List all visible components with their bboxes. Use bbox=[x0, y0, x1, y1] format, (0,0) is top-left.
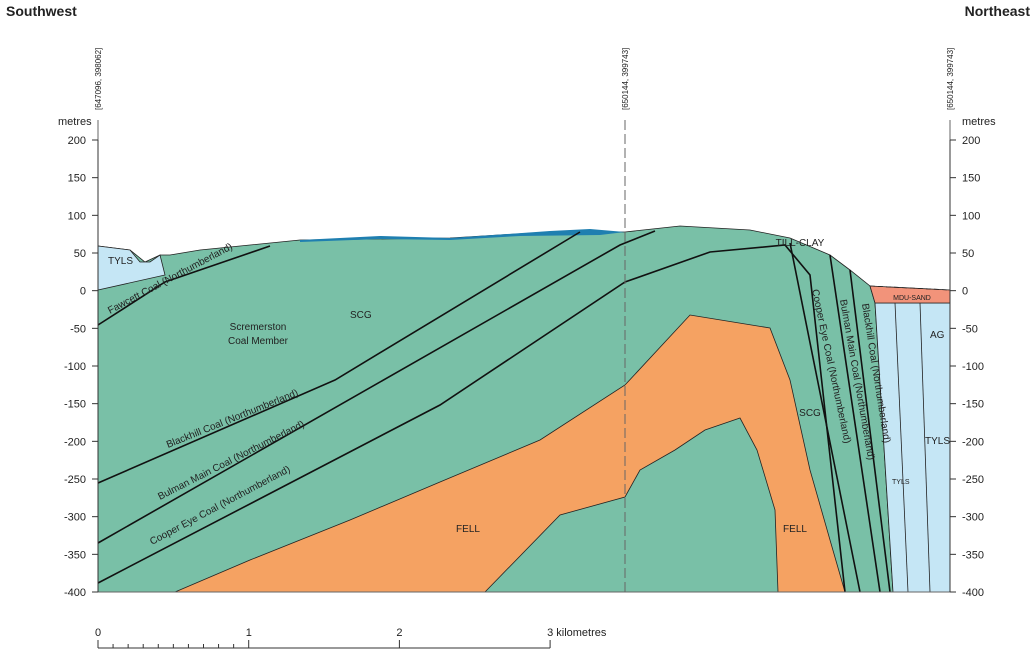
coal-right-2 bbox=[829, 254, 881, 593]
unit-label: MDU-SAND bbox=[893, 295, 931, 302]
tick-label: 150 bbox=[962, 173, 980, 185]
scale-label: 1 bbox=[246, 627, 252, 639]
tick-label: 50 bbox=[962, 248, 974, 260]
tick-label: -400 bbox=[962, 587, 984, 599]
tick-label: 0 bbox=[962, 286, 968, 298]
unit-label: TYLS bbox=[892, 479, 910, 486]
tick-label: -250 bbox=[64, 474, 86, 486]
scale-label: 2 bbox=[396, 627, 402, 639]
tick-label: -100 bbox=[962, 361, 984, 373]
tick-label: -350 bbox=[962, 549, 984, 561]
tick-label: -150 bbox=[64, 399, 86, 411]
tick-label: -400 bbox=[64, 587, 86, 599]
unit-label: FELL bbox=[456, 524, 480, 535]
coal-right-1 bbox=[789, 242, 861, 593]
fawcett-coal bbox=[97, 245, 271, 326]
unit-label: FELL bbox=[783, 524, 807, 535]
unit-label: TYLS bbox=[925, 436, 950, 447]
fault-1 bbox=[894, 302, 909, 593]
unit-label: Coal Member bbox=[228, 336, 289, 347]
coal-right-3 bbox=[849, 269, 891, 593]
tick-label: 50 bbox=[74, 248, 86, 260]
unit-label: AG bbox=[930, 330, 945, 341]
fault-2 bbox=[919, 302, 931, 593]
tick-label: 200 bbox=[962, 135, 980, 147]
unit-label: metres bbox=[58, 116, 92, 128]
axes: 200 200 150 150 100 100 50 50 0 0 -50 -50 -100 -100 -1… bbox=[64, 135, 984, 599]
bulman-coal bbox=[97, 230, 656, 544]
tick-label: -200 bbox=[64, 436, 86, 448]
scale-label: 3 kilometres bbox=[547, 627, 607, 639]
direction-left: Southwest bbox=[6, 3, 77, 19]
scale-bar: 0 1 2 3 kilometres bbox=[95, 627, 607, 649]
tick-label: -300 bbox=[962, 512, 984, 524]
coordinate: [647096, 398062] bbox=[94, 48, 103, 110]
geology bbox=[97, 120, 951, 593]
tick-label: 200 bbox=[68, 135, 86, 147]
unit-label: metres bbox=[962, 116, 996, 128]
coordinate: [650144, 399743] bbox=[621, 48, 630, 110]
tick-label: 100 bbox=[68, 210, 86, 222]
tick-label: -100 bbox=[64, 361, 86, 373]
tick-label: -250 bbox=[962, 474, 984, 486]
coordinate: [650144, 399743] bbox=[946, 48, 955, 110]
tyls-left bbox=[97, 245, 166, 291]
tick-label: -300 bbox=[64, 512, 86, 524]
tick-label: 0 bbox=[80, 286, 86, 298]
unit-label: TILL-CLAY bbox=[776, 238, 825, 249]
till-boundary bbox=[869, 285, 951, 291]
scale-label: 0 bbox=[95, 627, 101, 639]
tick-label: -200 bbox=[962, 436, 984, 448]
tick-label: -150 bbox=[962, 399, 984, 411]
surface-water bbox=[300, 229, 625, 242]
tick-label: 150 bbox=[68, 173, 86, 185]
direction-right: Northeast bbox=[965, 3, 1031, 19]
unit-label: SCG bbox=[350, 310, 372, 321]
unit-label: TYLS bbox=[108, 256, 133, 267]
blackhill-coal bbox=[97, 231, 581, 484]
tick-label: 100 bbox=[962, 210, 980, 222]
unit-label: SCG bbox=[799, 408, 821, 419]
tick-label: -350 bbox=[64, 549, 86, 561]
cooper-eye-coal bbox=[97, 244, 846, 593]
unit-label: Scremerston bbox=[230, 322, 287, 333]
tick-label: -50 bbox=[962, 323, 978, 335]
tick-label: -50 bbox=[70, 323, 86, 335]
